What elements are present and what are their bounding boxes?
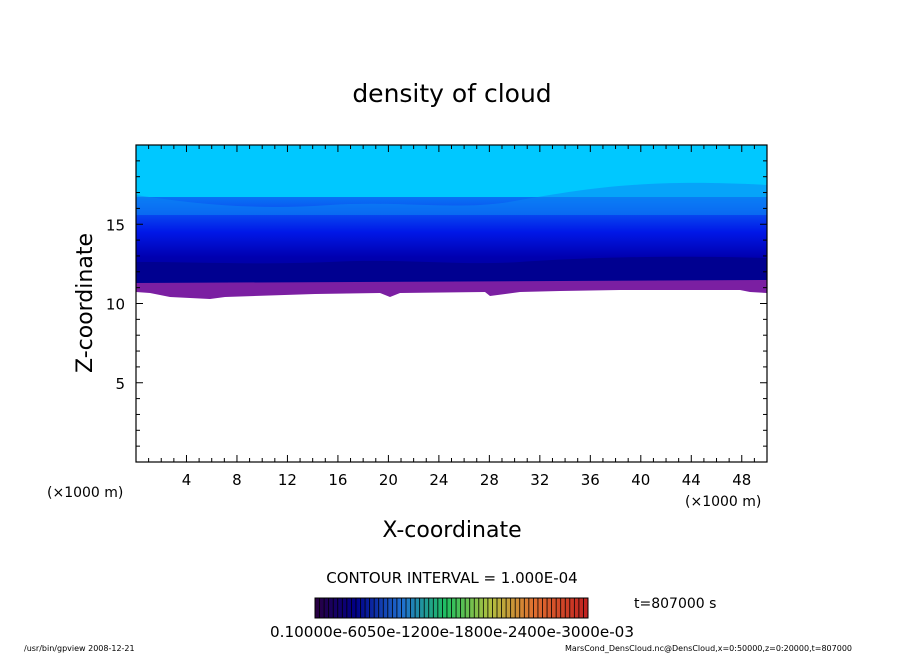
time-label: t=807000 s <box>634 596 716 612</box>
cloud-dark-core <box>136 256 767 285</box>
contour-field <box>136 145 767 299</box>
x-tick-label: 24 <box>429 471 448 489</box>
x-tick-labels: 4 8 12 16 20 24 28 32 36 40 44 48 <box>182 471 752 489</box>
footer-left: /usr/bin/gpview 2008-12-21 <box>24 644 135 653</box>
x-tick-label: 44 <box>682 471 701 489</box>
cloud-base-purple <box>136 280 767 299</box>
x-tick-label: 36 <box>581 471 600 489</box>
contour-interval-text: CONTOUR INTERVAL = 1.000E-04 <box>326 569 577 587</box>
x-unit-label: (×1000 m) <box>685 494 761 510</box>
y-unit-label: (×1000 m) <box>47 485 123 501</box>
y-tick-label: 15 <box>106 216 125 234</box>
x-tick-label: 4 <box>182 471 192 489</box>
colorbar-labels: 0.10000e-6050e-1200e-1800e-2400e-3000e-0… <box>270 623 634 641</box>
cloud-mid-layer <box>136 182 767 215</box>
x-tick-label: 12 <box>278 471 297 489</box>
footer-right: MarsCond_DensCloud.nc@DensCloud,x=0:5000… <box>565 644 852 653</box>
x-tick-label: 48 <box>732 471 751 489</box>
colorbar-lines <box>319 598 584 618</box>
x-tick-label: 28 <box>480 471 499 489</box>
y-axis-label: Z-coordinate <box>73 233 98 373</box>
chart-title: density of cloud <box>352 79 551 108</box>
x-tick-label: 8 <box>232 471 242 489</box>
y-tick-labels: 5 10 15 <box>106 216 125 393</box>
x-tick-label: 20 <box>379 471 398 489</box>
x-tick-label: 40 <box>631 471 650 489</box>
x-tick-label: 32 <box>530 471 549 489</box>
x-tick-label: 16 <box>328 471 347 489</box>
y-tick-label: 10 <box>106 296 125 314</box>
y-tick-label: 5 <box>115 375 125 393</box>
axis-ticks <box>135 144 768 463</box>
x-axis-label: X-coordinate <box>382 518 521 543</box>
